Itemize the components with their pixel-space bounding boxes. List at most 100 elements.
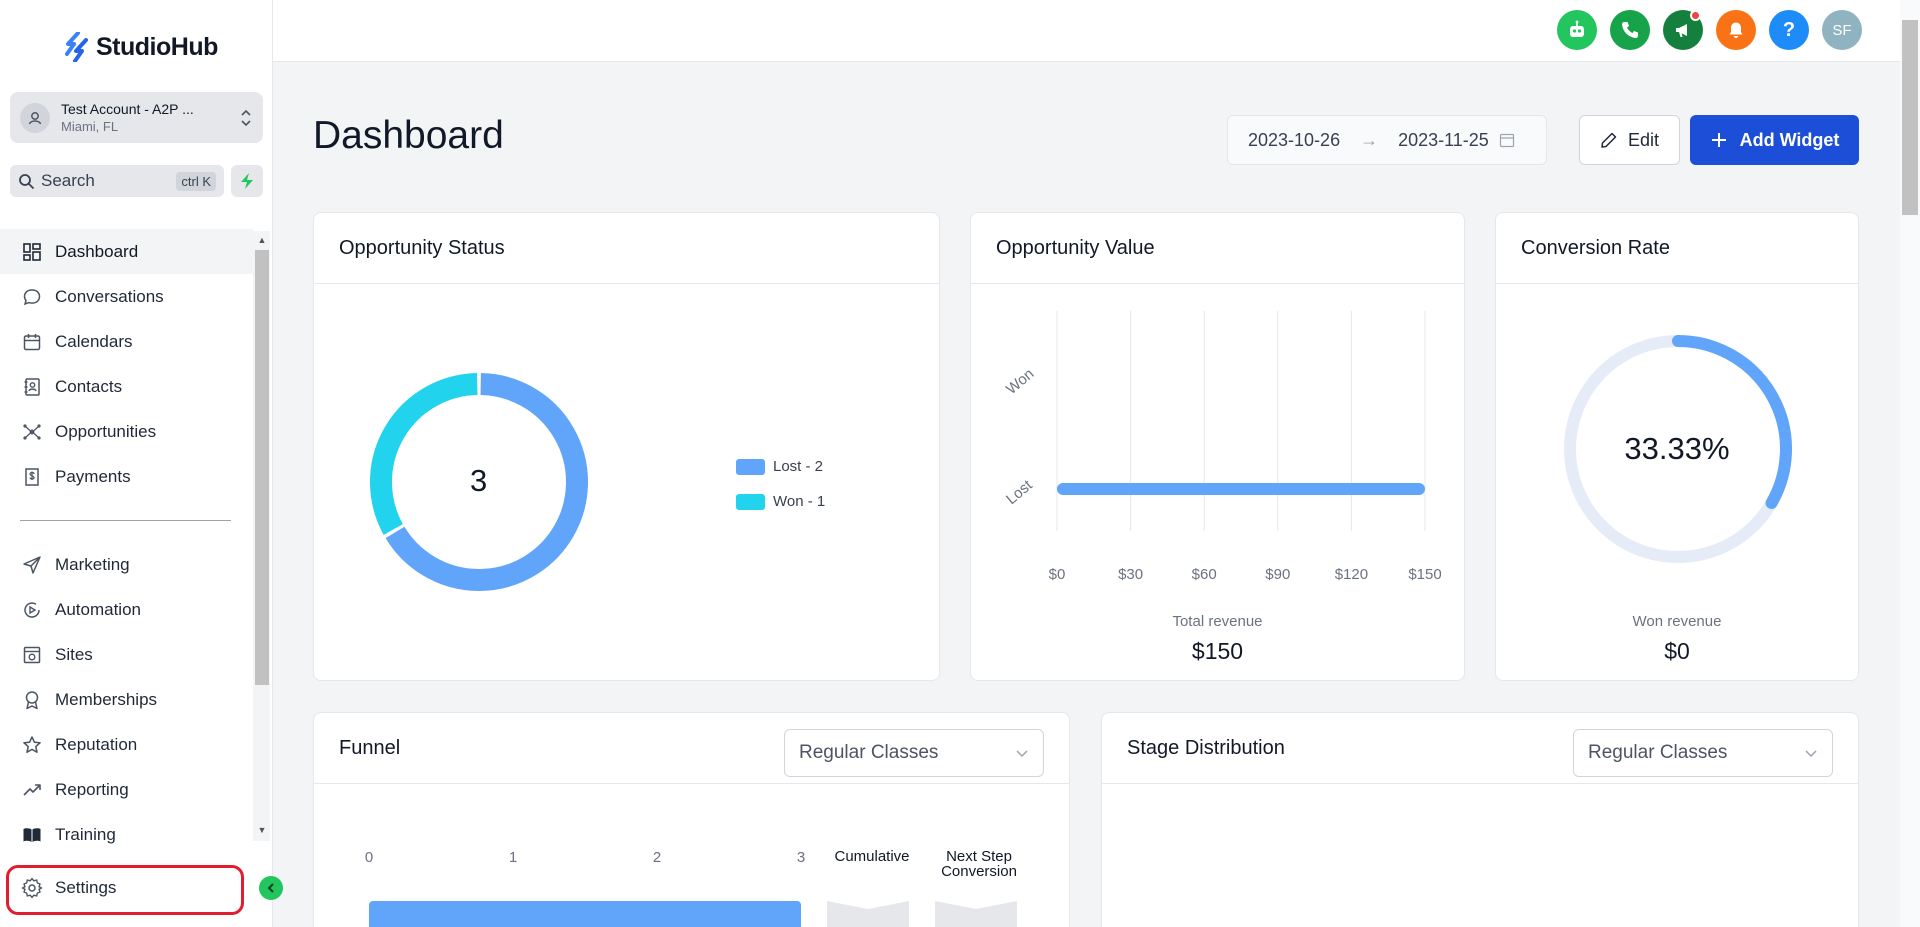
sidebar: StudioHub Test Account - A2P ... Miami, … (0, 0, 273, 927)
next-step-chevron-icon (935, 901, 1017, 927)
collapse-sidebar-button[interactable] (259, 876, 283, 900)
next-step-line-2: Conversion (941, 863, 1017, 880)
funnel-pipeline-select[interactable]: Regular Classes (784, 729, 1044, 777)
legend-swatch-won (736, 493, 765, 510)
stage-distribution-card: Stage Distribution Regular Classes (1101, 712, 1859, 927)
card-title: Opportunity Value (971, 213, 1464, 284)
x-tick-label: $60 (1191, 566, 1217, 583)
sidebar-item-label: Reputation (55, 734, 138, 754)
lightning-icon (241, 173, 253, 189)
sidebar-item-calendars[interactable]: Calendars (0, 319, 253, 364)
star-icon (21, 734, 43, 756)
bot-button[interactable] (1557, 10, 1597, 50)
sidebar-item-conversations[interactable]: Conversations (0, 274, 253, 319)
conversion-rate-card: Conversion Rate 33.33% Won revenue $0 (1495, 212, 1859, 681)
legend-lost[interactable]: Lost - 2 (736, 458, 823, 475)
calendar-icon (21, 331, 43, 353)
user-avatar[interactable]: SF (1822, 10, 1862, 50)
sidebar-item-label: Opportunities (55, 421, 157, 441)
sidebar-item-dashboard[interactable]: Dashboard (0, 229, 253, 274)
edit-button[interactable]: Edit (1579, 115, 1680, 165)
bot-icon (1570, 20, 1584, 37)
select-value: Regular Classes (1588, 742, 1728, 763)
payments-icon (21, 466, 43, 488)
gear-icon (21, 877, 43, 899)
scroll-up-arrow-icon[interactable]: ▲ (257, 235, 267, 245)
quick-action-button[interactable] (231, 165, 263, 197)
announcements-button[interactable] (1663, 10, 1703, 50)
help-icon: ? (1782, 18, 1796, 41)
donut-total: 3 (470, 463, 488, 498)
sidebar-item-opportunities[interactable]: Opportunities (0, 409, 253, 454)
legend-label: Lost - 2 (773, 458, 824, 475)
date-end: 2023-11-25 (1398, 129, 1489, 150)
app-logo[interactable]: StudioHub (64, 30, 218, 64)
arrow-right-icon: → (1360, 129, 1379, 150)
sidebar-item-automation[interactable]: Automation (0, 587, 253, 632)
sidebar-item-reputation[interactable]: Reputation (0, 722, 253, 767)
x-tick-label: $150 (1408, 566, 1442, 583)
total-revenue-label: Total revenue (1172, 613, 1263, 630)
scroll-down-arrow-icon[interactable]: ▼ (257, 825, 267, 835)
settings-highlight-annotation (6, 865, 244, 915)
account-switcher[interactable]: Test Account - A2P ... Miami, FL (10, 92, 263, 143)
legend-won[interactable]: Won - 1 (736, 493, 825, 510)
sidebar-item-memberships[interactable]: Memberships (0, 677, 253, 722)
donut-slice-lost[interactable] (385, 373, 588, 591)
sidebar-item-label: Training (55, 824, 116, 844)
bar-lost[interactable] (1057, 483, 1425, 495)
donut-slice-won[interactable] (370, 373, 478, 535)
chevron-down-icon (1805, 750, 1817, 758)
sidebar-item-label: Contacts (55, 376, 123, 396)
main-scrollbar-thumb[interactable] (1902, 20, 1918, 215)
sidebar-item-reporting[interactable]: Reporting (0, 767, 253, 812)
funnel-tick: 2 (652, 849, 662, 866)
page-title: Dashboard (313, 114, 504, 157)
add-widget-button[interactable]: Add Widget (1690, 115, 1859, 165)
search-button[interactable]: Search ctrl K (10, 165, 224, 197)
megaphone-icon (1676, 24, 1687, 37)
opportunity-status-donut (370, 373, 588, 591)
conversion-rate-gauge (1564, 335, 1792, 563)
search-icon (19, 173, 35, 189)
sidebar-item-label: Dashboard (55, 241, 139, 261)
sidebar-item-sites[interactable]: Sites (0, 632, 253, 677)
pencil-icon (1601, 132, 1617, 148)
chevron-down-icon (1016, 750, 1028, 758)
sidebar-nav: Dashboard Conversations Calendars Contac… (0, 229, 253, 857)
phone-button[interactable] (1610, 10, 1650, 50)
app-name: StudioHub (96, 32, 218, 61)
won-revenue-label: Won revenue (1632, 613, 1722, 630)
main-scrollbar[interactable] (1900, 0, 1920, 927)
sidebar-item-marketing[interactable]: Marketing (0, 542, 253, 587)
x-tick-label: $0 (1048, 566, 1066, 583)
x-tick-label: $30 (1118, 566, 1144, 583)
send-icon (21, 554, 43, 576)
membership-icon (21, 689, 43, 711)
x-tick-label: $90 (1265, 566, 1291, 583)
card-title: Opportunity Status (314, 213, 939, 284)
cumulative-column-header: Cumulative (834, 848, 910, 865)
opportunity-value-chart (1056, 311, 1426, 531)
select-value: Regular Classes (799, 742, 939, 763)
phone-icon (1622, 22, 1638, 38)
notifications-button[interactable] (1716, 10, 1756, 50)
trend-icon (21, 779, 43, 801)
stage-pipeline-select[interactable]: Regular Classes (1573, 729, 1833, 777)
sidebar-item-payments[interactable]: Payments (0, 454, 253, 499)
sidebar-item-label: Sites (55, 644, 93, 664)
conversion-rate-value: 33.33% (1624, 431, 1730, 466)
top-bar: ? SF (273, 0, 1920, 62)
sidebar-scrollbar-thumb[interactable] (255, 250, 269, 685)
x-tick-label: $120 (1334, 566, 1369, 583)
avatar-initials: SF (1832, 21, 1852, 39)
notification-dot (1690, 10, 1701, 21)
sidebar-item-contacts[interactable]: Contacts (0, 364, 253, 409)
help-button[interactable]: ? (1769, 10, 1809, 50)
plus-icon (1711, 133, 1726, 147)
date-range-picker[interactable]: 2023-10-26 → 2023-11-25 (1227, 115, 1547, 165)
sidebar-item-training[interactable]: Training (0, 812, 253, 857)
sidebar-item-settings[interactable]: Settings (0, 865, 240, 910)
sidebar-item-label: Payments (55, 466, 131, 486)
top-bar-actions: ? SF (1557, 10, 1862, 50)
